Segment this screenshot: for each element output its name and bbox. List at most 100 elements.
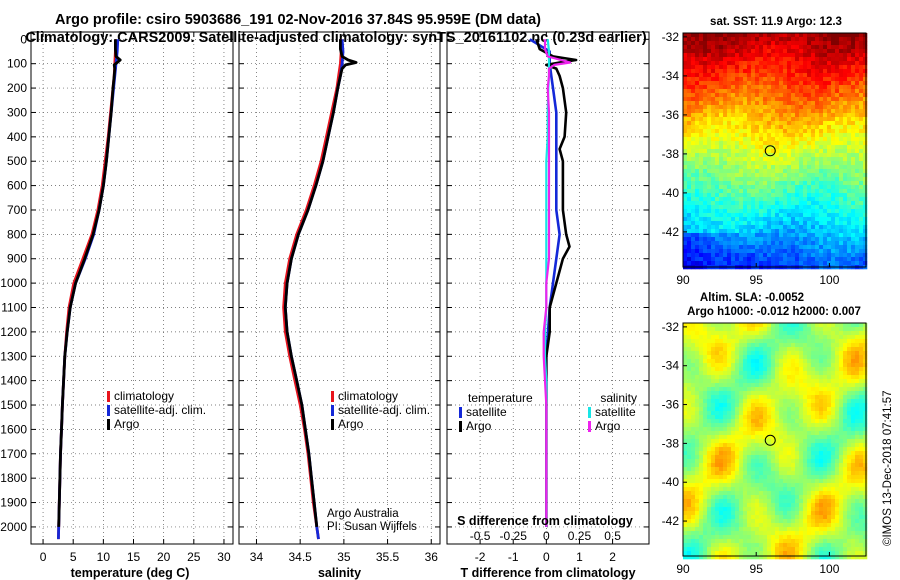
- grid-salinity: [239, 32, 440, 544]
- argo-position-marker: [764, 434, 776, 446]
- lon-tick-label: 100: [819, 562, 839, 576]
- legend-label: Argo: [466, 419, 492, 433]
- x-tick-label: 34: [250, 550, 264, 564]
- legend-title: temperature: [468, 391, 533, 405]
- sla-map-subtitle: Argo h1000: -0.012 h2000: 0.007: [687, 306, 861, 318]
- lon-tick-label: 95: [750, 562, 764, 576]
- annotation-text: PI: Susan Wijffels: [327, 521, 417, 533]
- figure-title-line-1: Argo profile: csiro 5903686_191 02-Nov-2…: [55, 12, 541, 28]
- lat-tick-label: -32: [662, 30, 680, 44]
- depth-tick-label: 2000: [0, 520, 27, 534]
- top-tick-label: 0.5: [604, 529, 621, 543]
- depth-tick-label: 500: [7, 154, 27, 168]
- sst-map-title: sat. SST: 11.9 Argo: 12.3: [710, 16, 842, 28]
- heatmap-cells: [683, 33, 868, 270]
- figure-title-line-2: Climatology: CARS2009. Satellite-adjuste…: [25, 30, 646, 46]
- panel-temperature: 0 5 10 15 20 25 300100200300400500600700800900…: [0, 31, 234, 580]
- credit-timestamp: ©IMOS 13-Dec-2018 07:41:57: [882, 390, 894, 546]
- legend-title: salinity: [600, 391, 637, 405]
- depth-tick-label: 1900: [0, 496, 27, 510]
- lat-tick-label: -38: [662, 436, 680, 450]
- x-tick-label: -1: [508, 550, 519, 564]
- annotation-text: Argo Australia: [327, 508, 399, 520]
- lat-tick-label: -40: [662, 475, 680, 489]
- top-tick-label: -0.5: [470, 529, 491, 543]
- legend-label: satellite-adj. clim.: [338, 403, 430, 417]
- lat-tick-label: -34: [662, 69, 680, 83]
- lat-tick-label: -42: [662, 514, 680, 528]
- x-tick-label: 25: [187, 550, 201, 564]
- x-tick-label: 34.5: [288, 550, 312, 564]
- depth-tick-label: 100: [7, 57, 27, 71]
- sla-map-title: Altim. SLA: -0.0052: [700, 292, 804, 304]
- profile-panels: 0 5 10 15 20 25 300100200300400500600700800900…: [0, 31, 650, 580]
- series-line: [283, 39, 358, 528]
- depth-tick-label: 400: [7, 130, 27, 144]
- depth-tick-label: 800: [7, 227, 27, 241]
- panel-salinity: 34 34.5 35 35.5 36 salinity climatologysatelli…: [238, 31, 441, 580]
- lon-tick-label: 90: [676, 273, 690, 287]
- legend-label: climatology: [338, 389, 398, 403]
- x-tick-label: 0: [40, 550, 47, 564]
- series-line: [57, 39, 118, 540]
- lat-tick-label: -40: [662, 186, 680, 200]
- x-tick-label: 5: [70, 550, 77, 564]
- panel-differences: -2 -1 0 1 2 T difference from climatology temp…: [446, 31, 650, 580]
- lon-tick-label: 100: [819, 273, 839, 287]
- legend-label: satellite: [595, 405, 636, 419]
- depth-tick-label: 1200: [0, 325, 27, 339]
- lat-tick-label: -36: [662, 108, 680, 122]
- depth-tick-label: 1100: [1, 301, 27, 315]
- lat-tick-label: -36: [662, 398, 680, 412]
- legend-swatch: [459, 421, 462, 432]
- x-tick-label: 30: [217, 550, 231, 564]
- axes-frame: [446, 31, 650, 545]
- legend-label: satellite-adj. clim.: [114, 403, 206, 417]
- lat-tick-label: -32: [662, 320, 680, 334]
- map-frame: [682, 322, 867, 557]
- legend-swatch: [331, 391, 334, 402]
- series-salinity: [282, 39, 358, 540]
- axes-frame: [30, 31, 234, 545]
- series-line: [57, 39, 120, 540]
- depth-tick-label: 900: [7, 252, 27, 266]
- depth-tick-label: 600: [7, 179, 27, 193]
- depth-tick-label: 700: [7, 203, 27, 217]
- legend-swatch: [588, 407, 591, 418]
- legend-swatch: [459, 407, 462, 418]
- x-axis-label: T difference from climatology: [460, 566, 635, 580]
- x-tick-label: -2: [475, 550, 486, 564]
- x-tick-label: 10: [97, 550, 111, 564]
- top-tick-label: 0.25: [568, 529, 592, 543]
- depth-tick-label: 1700: [0, 447, 27, 461]
- series-line: [57, 39, 122, 527]
- depth-tick-label: 1500: [0, 398, 27, 412]
- heatmap-cells: [683, 323, 868, 560]
- legend-swatch: [107, 405, 110, 416]
- depth-tick-label: 300: [7, 105, 27, 119]
- depth-tick-label: 1000: [0, 276, 27, 290]
- sst-map: 90 95 100 -32 -34 -36 -38 -40 -42: [662, 30, 868, 287]
- depth-tick-label: 1300: [0, 349, 27, 363]
- legend-label: Argo: [338, 417, 364, 431]
- depth-tick-label: 1800: [0, 471, 27, 485]
- lat-tick-label: -38: [662, 147, 680, 161]
- depth-tick-label: 1600: [0, 422, 27, 436]
- top-tick-label: 0: [543, 529, 550, 543]
- x-tick-label: 35: [337, 550, 351, 564]
- x-axis-label: temperature (deg C): [71, 566, 190, 580]
- x-tick-label: 20: [157, 550, 171, 564]
- sla-map: 90 95 100 -32 -34 -36 -38 -40 -42: [662, 320, 868, 576]
- legend-label: Argo: [114, 417, 140, 431]
- legend-swatch: [588, 421, 591, 432]
- legend-swatch: [331, 405, 334, 416]
- legend-swatch: [107, 419, 110, 430]
- map-frame: [682, 32, 867, 268]
- series-temperature: [57, 39, 122, 540]
- axes-frame: [238, 31, 441, 545]
- legend-label: satellite: [466, 405, 507, 419]
- argo-position-marker: [764, 145, 776, 157]
- series-line: [542, 39, 572, 527]
- lat-tick-label: -42: [662, 225, 680, 239]
- top-axis-label: S difference from climatology: [457, 514, 633, 528]
